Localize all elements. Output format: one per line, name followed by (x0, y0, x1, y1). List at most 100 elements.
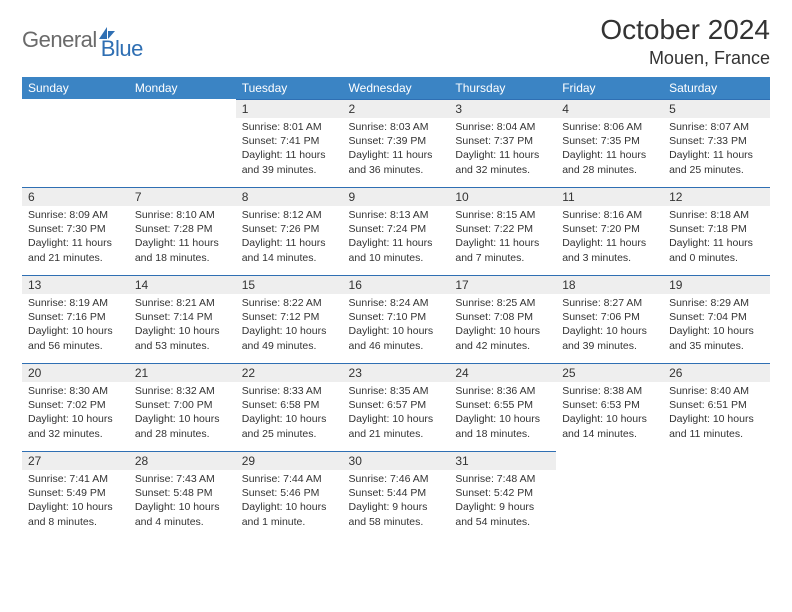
day-body: Sunrise: 8:36 AMSunset: 6:55 PMDaylight:… (449, 382, 556, 445)
day-number: 3 (449, 99, 556, 118)
calendar-cell (556, 451, 663, 539)
daylight-text: Daylight: 9 hours and 54 minutes. (455, 500, 550, 528)
day-body: Sunrise: 8:29 AMSunset: 7:04 PMDaylight:… (663, 294, 770, 357)
day-number: 23 (343, 363, 450, 382)
daylight-text: Daylight: 10 hours and 1 minute. (242, 500, 337, 528)
sunset-text: Sunset: 5:48 PM (135, 486, 230, 500)
sunset-text: Sunset: 7:08 PM (455, 310, 550, 324)
weekday-header: Wednesday (343, 77, 450, 99)
daylight-text: Daylight: 11 hours and 7 minutes. (455, 236, 550, 264)
header: General Blue October 2024 Mouen, France (22, 14, 770, 69)
daylight-text: Daylight: 11 hours and 32 minutes. (455, 148, 550, 176)
day-body: Sunrise: 7:41 AMSunset: 5:49 PMDaylight:… (22, 470, 129, 533)
day-body: Sunrise: 8:18 AMSunset: 7:18 PMDaylight:… (663, 206, 770, 269)
day-number: 18 (556, 275, 663, 294)
calendar-cell: 27Sunrise: 7:41 AMSunset: 5:49 PMDayligh… (22, 451, 129, 539)
sunrise-text: Sunrise: 8:15 AM (455, 208, 550, 222)
sunset-text: Sunset: 7:14 PM (135, 310, 230, 324)
sunset-text: Sunset: 6:58 PM (242, 398, 337, 412)
brand-blue: Blue (101, 36, 143, 62)
day-body: Sunrise: 7:48 AMSunset: 5:42 PMDaylight:… (449, 470, 556, 533)
sunset-text: Sunset: 5:44 PM (349, 486, 444, 500)
daylight-text: Daylight: 10 hours and 46 minutes. (349, 324, 444, 352)
day-body: Sunrise: 7:46 AMSunset: 5:44 PMDaylight:… (343, 470, 450, 533)
daylight-text: Daylight: 10 hours and 14 minutes. (562, 412, 657, 440)
daylight-text: Daylight: 11 hours and 0 minutes. (669, 236, 764, 264)
daylight-text: Daylight: 11 hours and 28 minutes. (562, 148, 657, 176)
sunrise-text: Sunrise: 8:27 AM (562, 296, 657, 310)
day-body: Sunrise: 8:12 AMSunset: 7:26 PMDaylight:… (236, 206, 343, 269)
calendar-cell: 6Sunrise: 8:09 AMSunset: 7:30 PMDaylight… (22, 187, 129, 275)
calendar-table: Sunday Monday Tuesday Wednesday Thursday… (22, 77, 770, 539)
month-title: October 2024 (600, 14, 770, 46)
sunrise-text: Sunrise: 8:21 AM (135, 296, 230, 310)
daylight-text: Daylight: 10 hours and 32 minutes. (28, 412, 123, 440)
sunrise-text: Sunrise: 8:30 AM (28, 384, 123, 398)
brand-general: General (22, 27, 97, 53)
daylight-text: Daylight: 10 hours and 39 minutes. (562, 324, 657, 352)
day-body: Sunrise: 7:44 AMSunset: 5:46 PMDaylight:… (236, 470, 343, 533)
daylight-text: Daylight: 11 hours and 36 minutes. (349, 148, 444, 176)
weekday-header: Monday (129, 77, 236, 99)
daylight-text: Daylight: 11 hours and 14 minutes. (242, 236, 337, 264)
day-number: 15 (236, 275, 343, 294)
day-body: Sunrise: 8:13 AMSunset: 7:24 PMDaylight:… (343, 206, 450, 269)
day-number: 5 (663, 99, 770, 118)
sunset-text: Sunset: 7:35 PM (562, 134, 657, 148)
sunset-text: Sunset: 7:28 PM (135, 222, 230, 236)
day-number: 10 (449, 187, 556, 206)
calendar-cell (22, 99, 129, 187)
sunset-text: Sunset: 7:41 PM (242, 134, 337, 148)
sunset-text: Sunset: 7:04 PM (669, 310, 764, 324)
sunset-text: Sunset: 6:55 PM (455, 398, 550, 412)
calendar-cell: 8Sunrise: 8:12 AMSunset: 7:26 PMDaylight… (236, 187, 343, 275)
sunset-text: Sunset: 7:39 PM (349, 134, 444, 148)
sunrise-text: Sunrise: 8:32 AM (135, 384, 230, 398)
calendar-cell: 24Sunrise: 8:36 AMSunset: 6:55 PMDayligh… (449, 363, 556, 451)
calendar-cell: 12Sunrise: 8:18 AMSunset: 7:18 PMDayligh… (663, 187, 770, 275)
day-body: Sunrise: 8:07 AMSunset: 7:33 PMDaylight:… (663, 118, 770, 181)
calendar-cell: 9Sunrise: 8:13 AMSunset: 7:24 PMDaylight… (343, 187, 450, 275)
day-number: 8 (236, 187, 343, 206)
daylight-text: Daylight: 10 hours and 25 minutes. (242, 412, 337, 440)
calendar-cell: 15Sunrise: 8:22 AMSunset: 7:12 PMDayligh… (236, 275, 343, 363)
day-body: Sunrise: 8:19 AMSunset: 7:16 PMDaylight:… (22, 294, 129, 357)
day-number: 26 (663, 363, 770, 382)
daylight-text: Daylight: 11 hours and 21 minutes. (28, 236, 123, 264)
sunset-text: Sunset: 7:37 PM (455, 134, 550, 148)
day-body: Sunrise: 8:24 AMSunset: 7:10 PMDaylight:… (343, 294, 450, 357)
calendar-cell: 18Sunrise: 8:27 AMSunset: 7:06 PMDayligh… (556, 275, 663, 363)
calendar-cell: 14Sunrise: 8:21 AMSunset: 7:14 PMDayligh… (129, 275, 236, 363)
daylight-text: Daylight: 11 hours and 25 minutes. (669, 148, 764, 176)
sunrise-text: Sunrise: 7:41 AM (28, 472, 123, 486)
sunset-text: Sunset: 7:24 PM (349, 222, 444, 236)
day-body: Sunrise: 8:25 AMSunset: 7:08 PMDaylight:… (449, 294, 556, 357)
sunrise-text: Sunrise: 8:33 AM (242, 384, 337, 398)
day-body: Sunrise: 8:40 AMSunset: 6:51 PMDaylight:… (663, 382, 770, 445)
sunset-text: Sunset: 7:00 PM (135, 398, 230, 412)
day-number: 31 (449, 451, 556, 470)
day-body: Sunrise: 8:06 AMSunset: 7:35 PMDaylight:… (556, 118, 663, 181)
sunset-text: Sunset: 5:49 PM (28, 486, 123, 500)
weekday-header: Sunday (22, 77, 129, 99)
calendar-cell: 29Sunrise: 7:44 AMSunset: 5:46 PMDayligh… (236, 451, 343, 539)
sunrise-text: Sunrise: 8:38 AM (562, 384, 657, 398)
sunset-text: Sunset: 7:20 PM (562, 222, 657, 236)
calendar-cell: 7Sunrise: 8:10 AMSunset: 7:28 PMDaylight… (129, 187, 236, 275)
calendar-cell (129, 99, 236, 187)
day-body: Sunrise: 8:04 AMSunset: 7:37 PMDaylight:… (449, 118, 556, 181)
day-number: 13 (22, 275, 129, 294)
daylight-text: Daylight: 10 hours and 35 minutes. (669, 324, 764, 352)
sunrise-text: Sunrise: 8:09 AM (28, 208, 123, 222)
weekday-header: Friday (556, 77, 663, 99)
sunset-text: Sunset: 7:16 PM (28, 310, 123, 324)
sunrise-text: Sunrise: 7:43 AM (135, 472, 230, 486)
brand-logo: General Blue (22, 14, 143, 62)
daylight-text: Daylight: 10 hours and 11 minutes. (669, 412, 764, 440)
sunrise-text: Sunrise: 8:35 AM (349, 384, 444, 398)
day-body: Sunrise: 8:27 AMSunset: 7:06 PMDaylight:… (556, 294, 663, 357)
day-number: 19 (663, 275, 770, 294)
day-number: 16 (343, 275, 450, 294)
day-body: Sunrise: 8:03 AMSunset: 7:39 PMDaylight:… (343, 118, 450, 181)
day-number: 1 (236, 99, 343, 118)
